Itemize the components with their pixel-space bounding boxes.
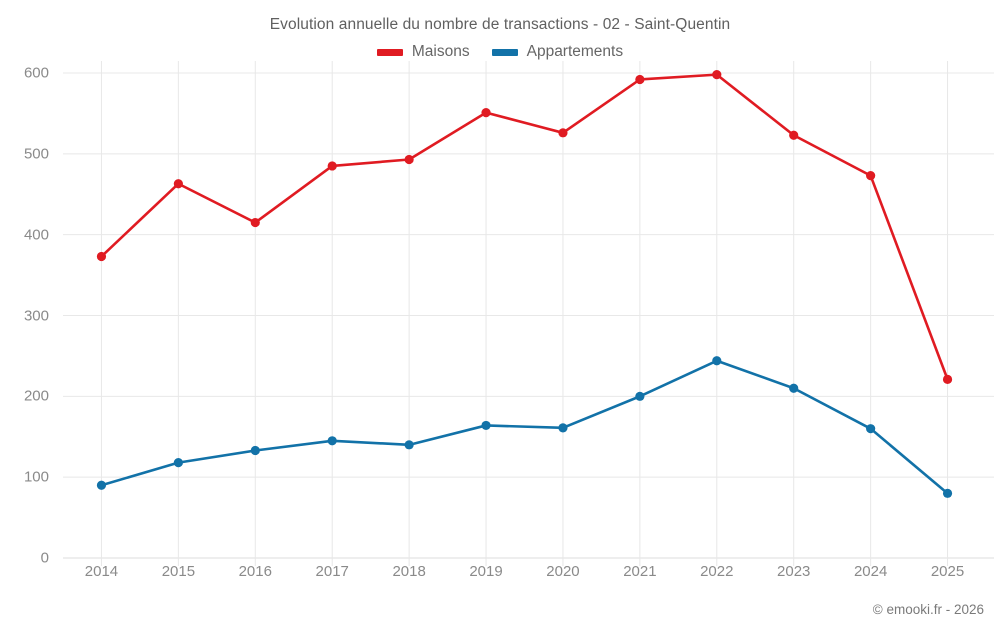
legend-item-appartements[interactable]: Appartements <box>491 43 624 61</box>
data-point[interactable] <box>404 154 414 165</box>
x-axis-tick-label: 2020 <box>546 563 580 580</box>
data-point[interactable] <box>712 70 722 80</box>
x-axis-tick-label: 2015 <box>161 563 196 580</box>
data-point[interactable] <box>789 383 799 393</box>
series-line-appartements <box>100 359 949 495</box>
data-point[interactable] <box>250 217 260 228</box>
y-axis-tick-label: 400 <box>23 226 49 244</box>
y-axis-tick-label: 100 <box>23 468 49 486</box>
y-axis-tick-label: 300 <box>23 307 49 324</box>
legend-label-maisons: Maisons <box>411 43 470 60</box>
data-point[interactable] <box>712 356 722 366</box>
data-point[interactable] <box>558 128 568 138</box>
data-point[interactable] <box>173 179 183 189</box>
data-point[interactable] <box>96 480 107 490</box>
y-axis-tick-label: 500 <box>23 145 49 163</box>
x-axis-tick-label: 2016 <box>238 563 272 580</box>
data-point[interactable] <box>866 424 876 434</box>
data-point[interactable] <box>866 171 876 181</box>
x-axis-tick-label: 2021 <box>623 563 657 580</box>
y-axis-tick-label: 0 <box>40 549 49 567</box>
data-point[interactable] <box>404 440 414 450</box>
data-point[interactable] <box>558 423 568 433</box>
data-point[interactable] <box>635 391 645 401</box>
data-point[interactable] <box>789 130 799 140</box>
legend-label-appartements: Appartements <box>526 43 624 60</box>
data-point[interactable] <box>942 488 953 498</box>
y-axis-tick-label: 600 <box>23 64 49 82</box>
series-line-maisons <box>100 73 949 381</box>
data-point[interactable] <box>481 420 491 431</box>
legend-item-maisons[interactable]: Maisons <box>376 43 470 61</box>
x-axis-tick-label: 2023 <box>777 563 811 580</box>
y-axis-tick-label: 200 <box>23 387 49 405</box>
x-axis-tick-label: 2022 <box>700 563 734 580</box>
x-axis-tick-label: 2014 <box>84 563 119 580</box>
data-point[interactable] <box>327 436 337 446</box>
x-axis-tick-label: 2024 <box>853 563 888 580</box>
data-point[interactable] <box>942 374 953 384</box>
chart-title: Evolution annuelle du nombre de transact… <box>269 16 731 33</box>
chart-legend: Maisons Appartements <box>0 43 1000 61</box>
x-axis-tick-label: 2018 <box>392 563 426 580</box>
legend-swatch-appartements <box>491 48 518 56</box>
data-point[interactable] <box>481 108 491 118</box>
data-point[interactable] <box>173 458 183 468</box>
footer-credit: © emooki.fr - 2026 <box>872 602 984 617</box>
x-axis-tick-label: 2017 <box>315 563 349 580</box>
legend-swatch-maisons <box>376 48 403 56</box>
x-axis-tick-label: 2019 <box>469 563 503 580</box>
data-point[interactable] <box>635 74 645 85</box>
data-point[interactable] <box>250 445 260 456</box>
data-point[interactable] <box>96 251 107 262</box>
data-point[interactable] <box>327 161 337 171</box>
x-axis-tick-label: 2025 <box>930 563 965 580</box>
